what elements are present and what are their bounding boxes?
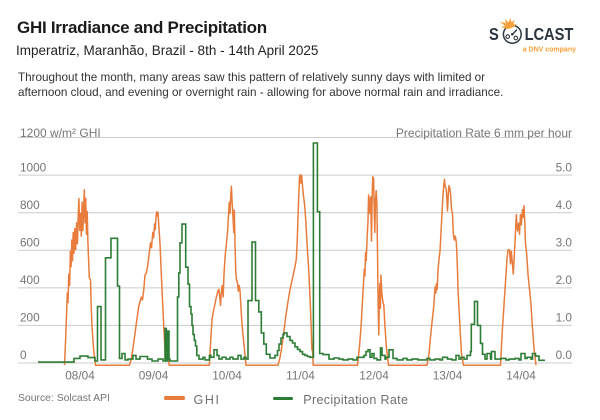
svg-text:Precipitation Rate 6 mm per ho: Precipitation Rate 6 mm per hour <box>396 126 572 140</box>
svg-text:0.0: 0.0 <box>556 348 573 362</box>
svg-text:400: 400 <box>20 273 40 287</box>
svg-text:11/04: 11/04 <box>286 369 315 383</box>
svg-text:12/04: 12/04 <box>359 369 389 383</box>
svg-text:4.0: 4.0 <box>556 198 573 212</box>
svg-text:800: 800 <box>20 198 40 212</box>
svg-text:1000: 1000 <box>20 160 47 174</box>
svg-text:08/04: 08/04 <box>65 369 95 383</box>
svg-text:09/04: 09/04 <box>139 369 169 383</box>
svg-text:2.0: 2.0 <box>556 273 573 287</box>
svg-text:LCAST: LCAST <box>525 25 574 44</box>
svg-text:600: 600 <box>20 236 40 250</box>
svg-text:1.0: 1.0 <box>556 311 573 325</box>
svg-text:14/04: 14/04 <box>506 369 536 383</box>
svg-text:a DNV company: a DNV company <box>523 47 576 54</box>
svg-text:13/04: 13/04 <box>433 369 463 383</box>
svg-text:S: S <box>489 25 499 44</box>
svg-text:3.0: 3.0 <box>556 236 573 250</box>
svg-text:200: 200 <box>20 311 40 325</box>
svg-text:5.0: 5.0 <box>556 160 573 174</box>
svg-text:10/04: 10/04 <box>212 369 242 383</box>
svg-text:0: 0 <box>20 348 27 362</box>
svg-text:1200 w/m² GHI: 1200 w/m² GHI <box>20 126 101 140</box>
